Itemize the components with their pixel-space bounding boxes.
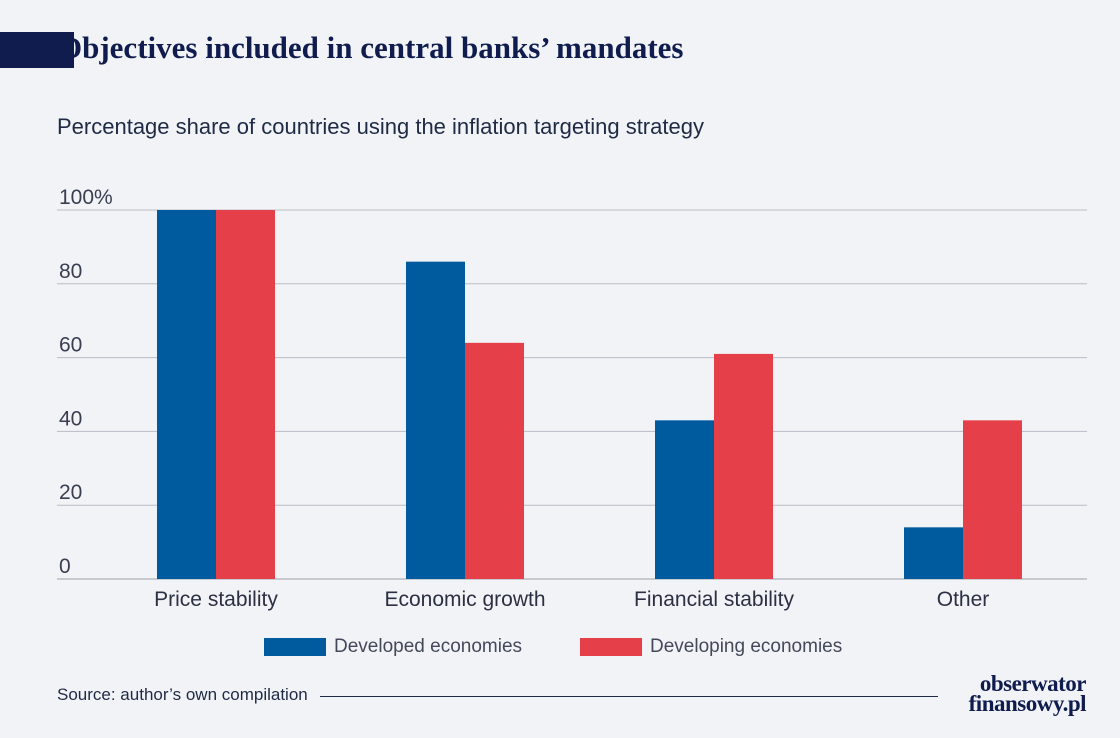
y-tick-label: 60	[59, 334, 82, 357]
chart-title: Objectives included in central banks’ ma…	[58, 30, 684, 65]
x-category-label: Price stability	[154, 588, 278, 611]
bar-developed	[406, 261, 465, 579]
x-category-label: Other	[937, 588, 990, 611]
title-accent-bar	[0, 32, 74, 68]
legend-label-developing: Developing economies	[650, 636, 843, 657]
y-tick-label: 80	[59, 260, 82, 283]
logo-text-line1: obserwator	[979, 671, 1087, 696]
bar-developing	[216, 210, 275, 579]
legend-item-developed: Developed economies	[264, 636, 522, 658]
y-tick-label: 20	[59, 481, 82, 504]
legend-swatch-developing	[580, 638, 642, 656]
bar-chart: 0 20 40 60 80 100% Price stability Economic gro…	[57, 186, 1087, 611]
legend-item-developing: Developing economies	[580, 636, 842, 658]
x-category-label: Financial stability	[634, 588, 794, 611]
source-note: Source: author’s own compilation	[57, 685, 308, 704]
chart-subtitle: Percentage share of countries using the …	[57, 114, 704, 139]
bar-developed	[655, 420, 714, 579]
bar-developed	[157, 210, 216, 579]
bar-developing	[465, 342, 524, 579]
chart-legend: Developed economies Developing economies	[0, 636, 1120, 660]
logo-text-line2: finansowy.pl	[968, 691, 1087, 716]
y-tick-label: 0	[59, 555, 71, 578]
legend-swatch-developed	[264, 638, 326, 656]
x-category-label: Economic growth	[384, 588, 545, 611]
bar-developing	[963, 420, 1022, 579]
legend-label-developed: Developed economies	[334, 636, 523, 657]
publisher-logo: obserwator finansowy.pl	[948, 671, 1098, 719]
y-tick-label: 40	[59, 407, 82, 430]
y-tick-label: 100%	[59, 186, 113, 209]
bar-developing	[714, 353, 773, 579]
source-divider	[320, 696, 938, 697]
bar-developed	[904, 527, 963, 579]
